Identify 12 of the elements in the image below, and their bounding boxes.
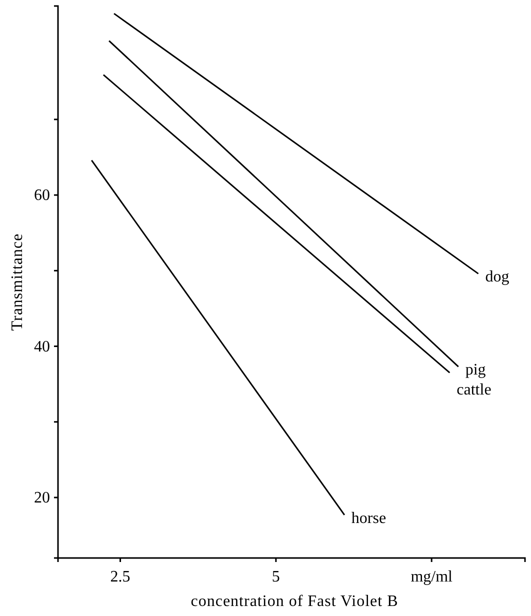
series-label: horse xyxy=(351,510,386,527)
series-label: dog xyxy=(485,268,510,286)
x-axis-title: concentration of Fast Violet B xyxy=(190,593,398,610)
y-tick-label: 60 xyxy=(34,187,50,204)
y-tick-label: 40 xyxy=(34,338,50,356)
y-tick-label: 20 xyxy=(34,490,50,507)
series-label: pig xyxy=(465,362,486,379)
x-tick-label: 5 xyxy=(272,568,280,586)
x-tick-label: 2.5 xyxy=(110,568,130,586)
series-label: cattle xyxy=(456,382,492,399)
x-tick-label: mg/ml xyxy=(410,568,454,586)
y-axis-title: Transmittance xyxy=(9,233,26,331)
